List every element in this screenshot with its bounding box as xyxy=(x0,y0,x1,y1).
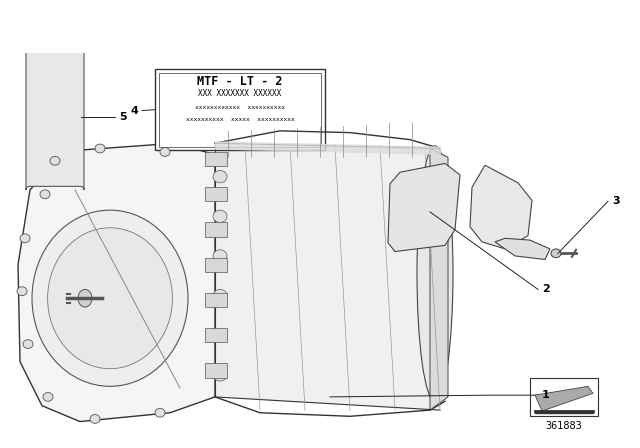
Circle shape xyxy=(160,147,170,156)
Bar xyxy=(205,187,227,201)
Circle shape xyxy=(213,250,227,262)
Bar xyxy=(530,378,598,416)
Circle shape xyxy=(213,289,227,302)
Circle shape xyxy=(213,171,227,183)
Bar xyxy=(205,293,227,307)
Bar xyxy=(159,73,321,146)
Text: 2: 2 xyxy=(542,284,550,294)
Polygon shape xyxy=(18,143,215,422)
Bar xyxy=(205,152,227,166)
Bar xyxy=(205,363,227,378)
Circle shape xyxy=(213,210,227,223)
Text: 5: 5 xyxy=(119,112,127,122)
Circle shape xyxy=(213,369,227,381)
Text: MTF - LT - 2: MTF - LT - 2 xyxy=(197,75,283,88)
Circle shape xyxy=(551,249,561,258)
Bar xyxy=(205,328,227,342)
Circle shape xyxy=(43,392,53,401)
FancyBboxPatch shape xyxy=(26,29,84,190)
Text: 4: 4 xyxy=(130,106,138,116)
Bar xyxy=(205,258,227,272)
Polygon shape xyxy=(470,165,532,249)
Circle shape xyxy=(20,234,30,243)
Circle shape xyxy=(155,409,165,417)
Polygon shape xyxy=(535,386,593,411)
Polygon shape xyxy=(430,148,448,410)
Text: xxxxxxxxxxxx  xxxxxxxxxx: xxxxxxxxxxxx xxxxxxxxxx xyxy=(195,105,285,111)
Circle shape xyxy=(50,156,60,165)
Bar xyxy=(205,223,227,237)
Ellipse shape xyxy=(47,228,172,369)
Polygon shape xyxy=(495,238,550,259)
Ellipse shape xyxy=(417,146,453,401)
Polygon shape xyxy=(215,143,448,410)
Text: XXX XXXXXXX XXXXXX: XXX XXXXXXX XXXXXX xyxy=(198,89,282,99)
Circle shape xyxy=(90,414,100,423)
Ellipse shape xyxy=(78,289,92,307)
Bar xyxy=(34,0,76,4)
Circle shape xyxy=(213,329,227,341)
Text: 1: 1 xyxy=(542,390,550,400)
Polygon shape xyxy=(388,164,460,251)
FancyBboxPatch shape xyxy=(41,45,69,65)
Text: 361883: 361883 xyxy=(546,421,582,431)
Text: xxxxxxxxxx  xxxxx  xxxxxxxxxx: xxxxxxxxxx xxxxx xxxxxxxxxx xyxy=(186,117,294,122)
Circle shape xyxy=(95,144,105,153)
Polygon shape xyxy=(30,29,80,48)
Circle shape xyxy=(23,340,33,349)
Ellipse shape xyxy=(32,210,188,386)
Bar xyxy=(155,69,325,150)
Circle shape xyxy=(17,287,27,296)
Text: 3: 3 xyxy=(612,196,620,207)
Circle shape xyxy=(40,190,50,198)
